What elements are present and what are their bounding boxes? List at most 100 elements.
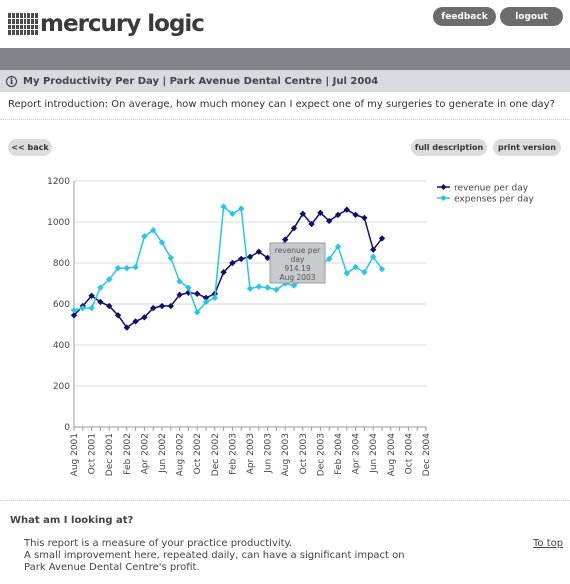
revenue-point bbox=[150, 304, 157, 312]
full-description-button[interactable]: full description bbox=[411, 139, 487, 156]
expenses-point bbox=[132, 263, 139, 271]
x-tick-label: Dec 2002 bbox=[211, 433, 221, 476]
x-tick-label: Aug 2004 bbox=[387, 433, 397, 477]
expenses-point bbox=[238, 205, 245, 212]
revenue-point bbox=[361, 214, 368, 222]
revenue-point bbox=[158, 302, 166, 310]
expenses-point bbox=[141, 233, 148, 240]
expenses-point bbox=[370, 253, 377, 261]
expenses-point bbox=[97, 284, 104, 291]
mercury-logic-logo: mercury logic bbox=[8, 9, 205, 39]
legend-marker bbox=[440, 184, 447, 190]
revenue-point bbox=[194, 290, 201, 297]
x-tick-label: Aug 2003 bbox=[281, 433, 291, 476]
expenses-point bbox=[167, 254, 174, 262]
expenses-point bbox=[123, 264, 130, 272]
logout-button[interactable]: logout bbox=[500, 7, 563, 26]
revenue-point bbox=[132, 318, 139, 325]
revenue-point bbox=[114, 312, 122, 319]
y-tick-label: 0 bbox=[64, 423, 70, 433]
revenue-point bbox=[70, 312, 78, 319]
revenue-point bbox=[255, 248, 262, 255]
revenue-point bbox=[343, 206, 350, 213]
tooltip-text: Aug 2003 bbox=[279, 273, 315, 282]
revenue-point bbox=[229, 259, 236, 267]
revenue-point bbox=[370, 246, 377, 253]
y-tick-label: 1000 bbox=[47, 218, 70, 228]
print-version-button[interactable]: print version bbox=[493, 139, 561, 156]
x-tick-label: Jun 2002 bbox=[158, 433, 168, 474]
expenses-point bbox=[273, 286, 280, 293]
revenue-point bbox=[97, 298, 104, 306]
productivity-line-chart: 0 200 400 600 800 1000 1200 Aug 2001 Oct 2001 Dec… bbox=[47, 177, 534, 477]
revenue-point bbox=[299, 210, 306, 217]
revenue-point bbox=[308, 220, 315, 228]
x-tick-label: Dec 2001 bbox=[105, 433, 115, 476]
x-tick-label: Apr 2002 bbox=[140, 433, 150, 474]
revenue-point bbox=[282, 236, 289, 243]
y-tick-label: 600 bbox=[53, 300, 70, 310]
feedback-button[interactable]: feedback bbox=[433, 7, 496, 26]
to-top-link[interactable]: To top bbox=[533, 538, 564, 549]
expenses-point bbox=[185, 284, 192, 291]
revenue-point bbox=[167, 302, 174, 310]
expenses-point bbox=[361, 269, 368, 276]
revenue-point bbox=[238, 255, 245, 263]
expenses-point bbox=[343, 270, 350, 277]
y-tick-label: 1200 bbox=[47, 177, 70, 187]
report-introduction: Report introduction: On average, how muc… bbox=[8, 99, 555, 110]
revenue-point bbox=[176, 291, 183, 298]
y-tick-label: 800 bbox=[53, 259, 70, 269]
x-tick-label: Oct 2003 bbox=[299, 433, 309, 474]
expenses-point bbox=[194, 309, 201, 316]
expenses-point bbox=[114, 264, 122, 272]
revenue-point bbox=[106, 302, 113, 310]
report-title-bar: i My Productivity Per Day | Park Avenue … bbox=[0, 70, 570, 92]
body-line: This report is a measure of your practic… bbox=[24, 538, 293, 549]
expenses-point bbox=[202, 298, 210, 306]
x-tick-label: Dec 2003 bbox=[316, 433, 326, 476]
expenses-point bbox=[150, 227, 157, 234]
page-title: My Productivity Per Day | Park Avenue De… bbox=[23, 75, 379, 87]
revenue-point bbox=[123, 324, 130, 331]
expenses-point bbox=[378, 265, 386, 273]
expenses-point bbox=[176, 278, 183, 285]
back-button[interactable]: << back bbox=[8, 139, 52, 156]
section-heading: What am I looking at? bbox=[10, 515, 134, 526]
x-tick-label: Dec 2004 bbox=[422, 433, 432, 476]
expenses-point bbox=[211, 294, 218, 302]
revenue-point bbox=[88, 292, 95, 299]
legend-marker bbox=[440, 195, 447, 201]
expenses-point bbox=[106, 276, 113, 283]
expenses-point bbox=[246, 285, 254, 292]
body-line: A small improvement here, repeated daily… bbox=[24, 550, 405, 561]
revenue-point bbox=[185, 289, 192, 296]
section-body: This report is a measure of your practic… bbox=[24, 538, 405, 574]
x-tick-label: Apr 2004 bbox=[352, 433, 362, 475]
expenses-point bbox=[79, 304, 86, 312]
expenses-point bbox=[264, 284, 271, 291]
revenue-point bbox=[326, 217, 333, 225]
revenue-point bbox=[141, 314, 148, 321]
revenue-point bbox=[246, 253, 254, 261]
logo-grid-icon bbox=[8, 13, 38, 35]
y-tick-label: 200 bbox=[53, 382, 70, 392]
x-tick-label: Oct 2001 bbox=[88, 433, 98, 474]
revenue-point bbox=[378, 235, 386, 242]
x-tick-label: Apr 2003 bbox=[246, 433, 256, 474]
body-line: Park Avenue Dental Centre's profit. bbox=[24, 562, 200, 573]
expenses-point bbox=[352, 263, 359, 271]
legend-label: expenses per day bbox=[454, 195, 534, 205]
x-tick-label: Jun 2004 bbox=[369, 433, 379, 474]
expenses-point bbox=[255, 283, 262, 290]
legend-label: revenue per day bbox=[454, 184, 529, 194]
info-icon[interactable]: i bbox=[6, 75, 17, 87]
x-tick-label: Oct 2004 bbox=[404, 433, 414, 475]
expenses-point bbox=[158, 239, 166, 246]
expenses-point bbox=[229, 210, 236, 217]
x-tick-label: Feb 2004 bbox=[334, 433, 344, 475]
header: mercury logic feedback logout bbox=[0, 0, 570, 48]
x-tick-label: Oct 2002 bbox=[193, 433, 203, 474]
x-tick-label: Jun 2003 bbox=[264, 433, 274, 474]
header-band bbox=[0, 48, 570, 70]
